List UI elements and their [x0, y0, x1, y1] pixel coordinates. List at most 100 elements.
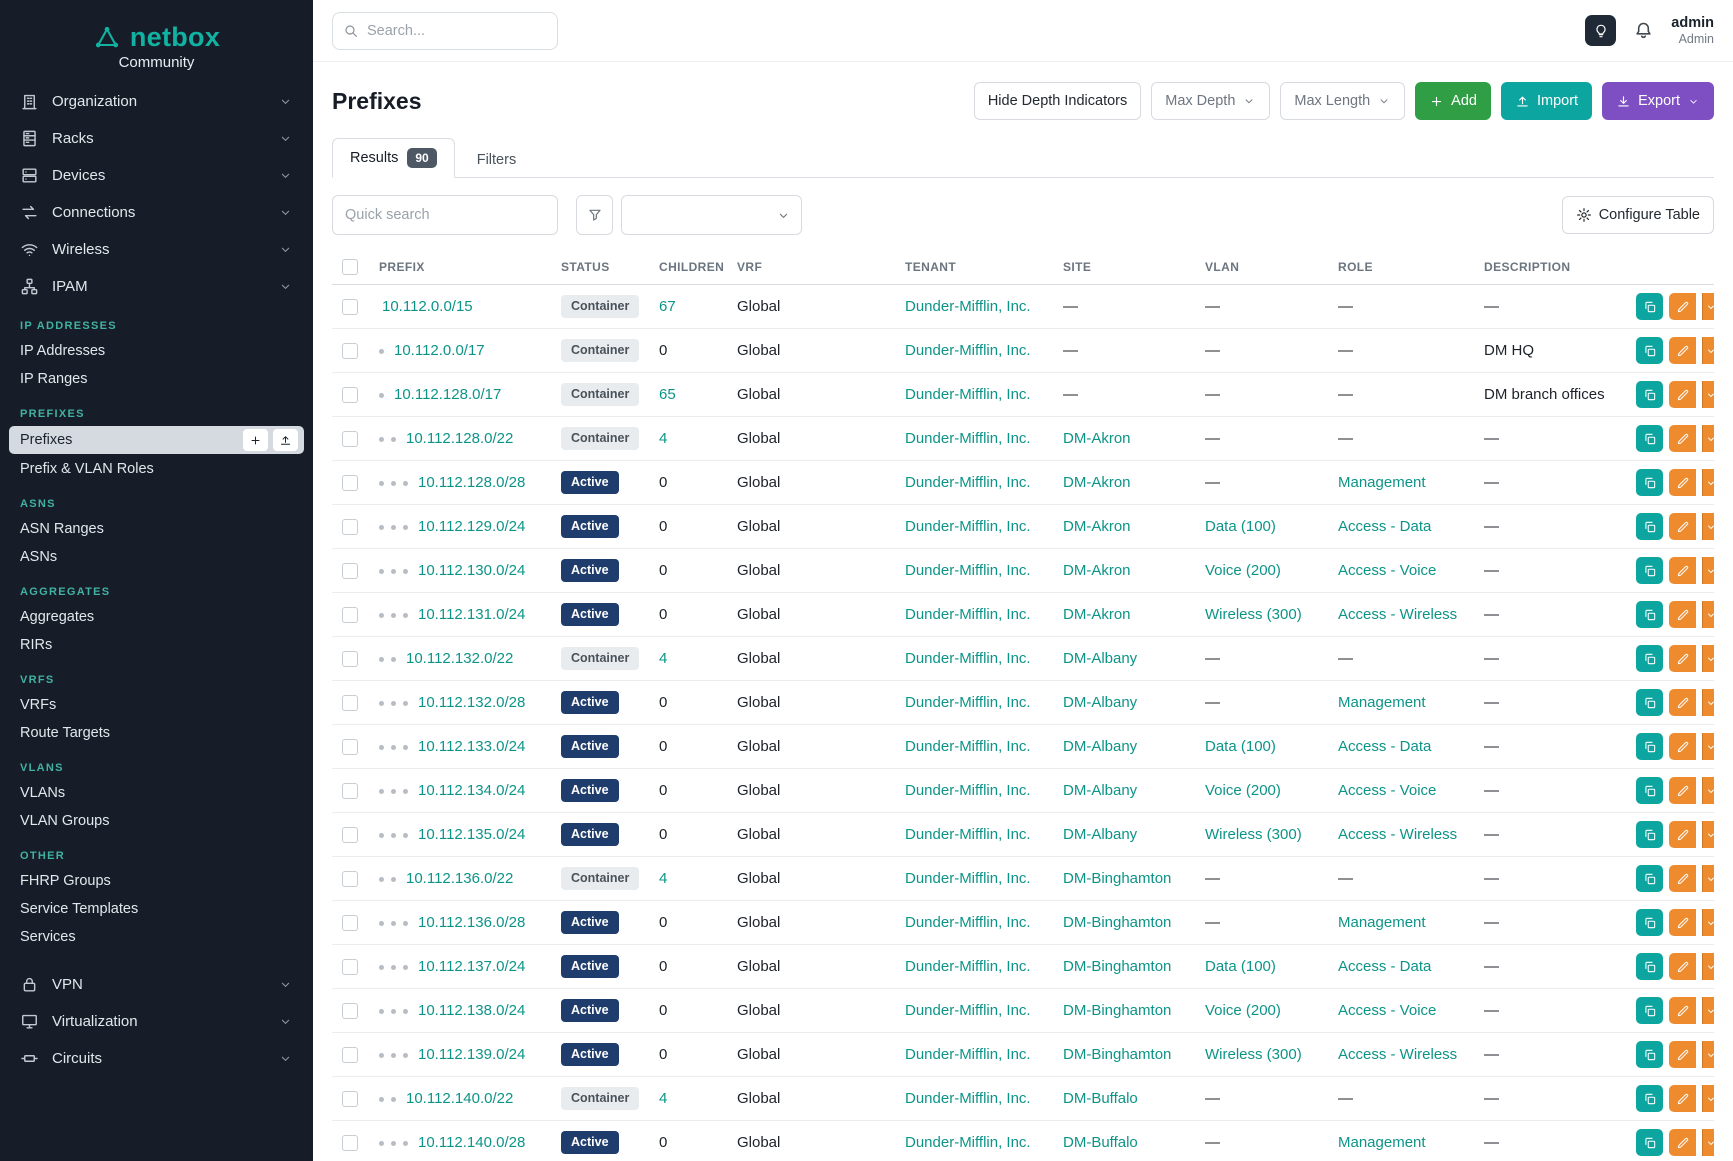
- tenant-link[interactable]: Dunder-Mifflin, Inc.: [905, 386, 1031, 403]
- role-link[interactable]: Management: [1338, 1134, 1426, 1151]
- role-link[interactable]: Access - Wireless: [1338, 606, 1458, 623]
- copy-button[interactable]: [1636, 601, 1663, 628]
- prefix-link[interactable]: 10.112.130.0/24: [418, 562, 526, 579]
- vlan-link[interactable]: Wireless (300): [1205, 826, 1302, 843]
- tenant-link[interactable]: Dunder-Mifflin, Inc.: [905, 914, 1031, 931]
- edit-button[interactable]: [1669, 337, 1696, 364]
- role-link[interactable]: Access - Voice: [1338, 1002, 1437, 1019]
- user-menu[interactable]: admin Admin: [1671, 14, 1714, 48]
- tenant-link[interactable]: Dunder-Mifflin, Inc.: [905, 782, 1031, 799]
- sidebar-item-racks[interactable]: Racks: [0, 120, 313, 157]
- site-link[interactable]: DM-Akron: [1063, 430, 1131, 447]
- sidebar-item-ipam[interactable]: IPAM: [0, 268, 313, 305]
- site-link[interactable]: DM-Binghamton: [1063, 1002, 1172, 1019]
- tenant-link[interactable]: Dunder-Mifflin, Inc.: [905, 826, 1031, 843]
- edit-button[interactable]: [1669, 381, 1696, 408]
- row-checkbox[interactable]: [342, 343, 358, 360]
- copy-button[interactable]: [1636, 1129, 1663, 1156]
- edit-dropdown-button[interactable]: [1702, 865, 1714, 892]
- edit-dropdown-button[interactable]: [1702, 953, 1714, 980]
- edit-button[interactable]: [1669, 689, 1696, 716]
- edit-dropdown-button[interactable]: [1702, 1129, 1714, 1156]
- edit-dropdown-button[interactable]: [1702, 425, 1714, 452]
- tenant-link[interactable]: Dunder-Mifflin, Inc.: [905, 1002, 1031, 1019]
- sidebar-item-prefixes[interactable]: Prefixes: [9, 426, 304, 454]
- edit-dropdown-button[interactable]: [1702, 733, 1714, 760]
- add-button[interactable]: Add: [1415, 82, 1491, 120]
- copy-button[interactable]: [1636, 1041, 1663, 1068]
- edit-dropdown-button[interactable]: [1702, 469, 1714, 496]
- edit-dropdown-button[interactable]: [1702, 689, 1714, 716]
- children-count-link[interactable]: 65: [659, 386, 676, 403]
- prefix-link[interactable]: 10.112.128.0/17: [394, 386, 502, 403]
- copy-button[interactable]: [1636, 1085, 1663, 1112]
- row-checkbox[interactable]: [342, 299, 358, 316]
- prefix-link[interactable]: 10.112.0.0/15: [382, 298, 473, 315]
- row-checkbox[interactable]: [342, 431, 358, 448]
- row-checkbox[interactable]: [342, 739, 358, 756]
- edit-button[interactable]: [1669, 601, 1696, 628]
- site-link[interactable]: DM-Akron: [1063, 606, 1131, 623]
- site-link[interactable]: DM-Albany: [1063, 782, 1138, 799]
- edit-dropdown-button[interactable]: [1702, 1041, 1714, 1068]
- sidebar-item-asn-ranges[interactable]: ASN Ranges: [0, 515, 313, 543]
- quick-import-button[interactable]: [273, 429, 298, 451]
- max-depth-dropdown[interactable]: Max Depth: [1151, 82, 1271, 120]
- vlan-link[interactable]: Wireless (300): [1205, 606, 1302, 623]
- role-link[interactable]: Access - Data: [1338, 958, 1432, 975]
- edit-dropdown-button[interactable]: [1702, 777, 1714, 804]
- tenant-link[interactable]: Dunder-Mifflin, Inc.: [905, 298, 1031, 315]
- tenant-link[interactable]: Dunder-Mifflin, Inc.: [905, 1134, 1031, 1151]
- import-button[interactable]: Import: [1500, 82, 1593, 120]
- prefix-link[interactable]: 10.112.129.0/24: [418, 518, 526, 535]
- sidebar-item-wireless[interactable]: Wireless: [0, 231, 313, 268]
- prefix-link[interactable]: 10.112.128.0/28: [418, 474, 526, 491]
- site-link[interactable]: DM-Akron: [1063, 562, 1131, 579]
- prefix-link[interactable]: 10.112.132.0/28: [418, 694, 526, 711]
- filter-button[interactable]: [576, 195, 613, 235]
- edit-button[interactable]: [1669, 1085, 1696, 1112]
- max-length-dropdown[interactable]: Max Length: [1280, 82, 1406, 120]
- edit-button[interactable]: [1669, 425, 1696, 452]
- sidebar-item-vpn[interactable]: VPN: [0, 966, 313, 1003]
- vlan-link[interactable]: Voice (200): [1205, 782, 1281, 799]
- role-link[interactable]: Access - Voice: [1338, 782, 1437, 799]
- edit-dropdown-button[interactable]: [1702, 337, 1714, 364]
- sidebar-item-asns[interactable]: ASNs: [0, 543, 313, 571]
- copy-button[interactable]: [1636, 689, 1663, 716]
- prefix-link[interactable]: 10.112.128.0/22: [406, 430, 514, 447]
- copy-button[interactable]: [1636, 425, 1663, 452]
- prefix-link[interactable]: 10.112.136.0/28: [418, 914, 526, 931]
- row-checkbox[interactable]: [342, 915, 358, 932]
- edit-button[interactable]: [1669, 1129, 1696, 1156]
- copy-button[interactable]: [1636, 777, 1663, 804]
- export-button[interactable]: Export: [1602, 82, 1714, 120]
- row-checkbox[interactable]: [342, 827, 358, 844]
- tenant-link[interactable]: Dunder-Mifflin, Inc.: [905, 474, 1031, 491]
- edit-button[interactable]: [1669, 645, 1696, 672]
- sidebar-item-circuits[interactable]: Circuits: [0, 1040, 313, 1077]
- tab-results[interactable]: Results 90: [332, 138, 455, 178]
- column-header-description[interactable]: DESCRIPTION: [1474, 249, 1626, 285]
- tenant-link[interactable]: Dunder-Mifflin, Inc.: [905, 650, 1031, 667]
- site-link[interactable]: DM-Buffalo: [1063, 1134, 1138, 1151]
- role-link[interactable]: Management: [1338, 914, 1426, 931]
- edit-dropdown-button[interactable]: [1702, 601, 1714, 628]
- edit-button[interactable]: [1669, 557, 1696, 584]
- role-link[interactable]: Access - Data: [1338, 518, 1432, 535]
- row-checkbox[interactable]: [342, 607, 358, 624]
- tenant-link[interactable]: Dunder-Mifflin, Inc.: [905, 562, 1031, 579]
- site-link[interactable]: DM-Binghamton: [1063, 914, 1172, 931]
- sidebar-item-fhrp-groups[interactable]: FHRP Groups: [0, 867, 313, 895]
- edit-dropdown-button[interactable]: [1702, 821, 1714, 848]
- role-link[interactable]: Access - Data: [1338, 738, 1432, 755]
- site-link[interactable]: DM-Albany: [1063, 694, 1138, 711]
- edit-button[interactable]: [1669, 953, 1696, 980]
- hide-depth-indicators-button[interactable]: Hide Depth Indicators: [973, 82, 1142, 120]
- sidebar-item-services[interactable]: Services: [0, 923, 313, 951]
- prefix-link[interactable]: 10.112.134.0/24: [418, 782, 526, 799]
- row-checkbox[interactable]: [342, 1003, 358, 1020]
- row-checkbox[interactable]: [342, 1135, 358, 1152]
- vlan-link[interactable]: Data (100): [1205, 738, 1276, 755]
- edit-button[interactable]: [1669, 513, 1696, 540]
